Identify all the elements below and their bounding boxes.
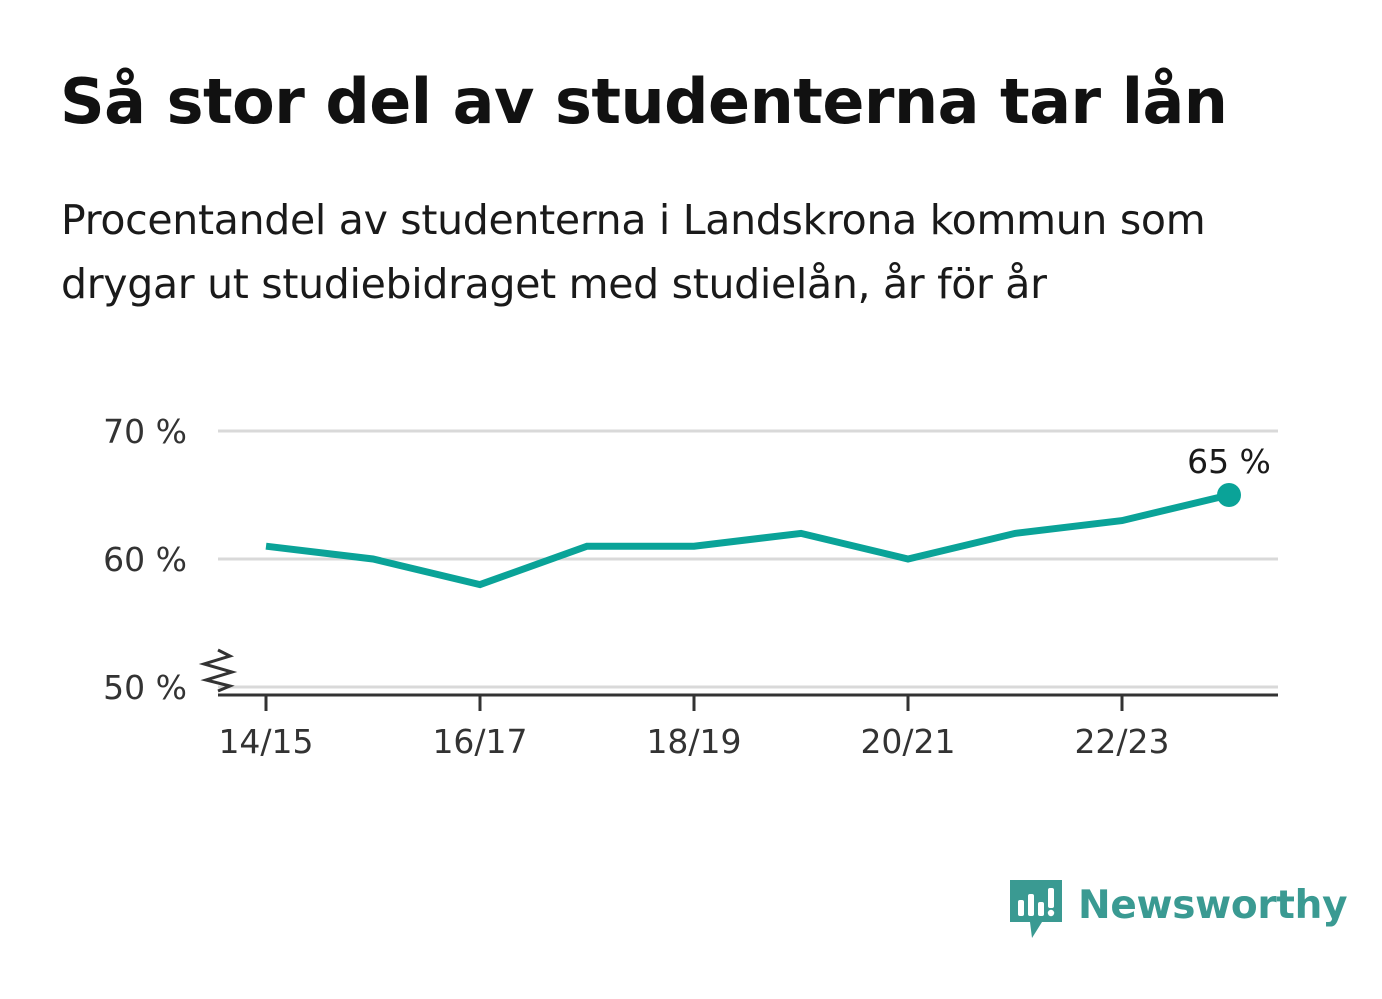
axis-break-icon [198, 648, 238, 693]
gridlines [218, 429, 1278, 689]
x-tick-label: 22/23 [1074, 722, 1169, 761]
y-tick-label: 60 % [103, 540, 187, 579]
x-tick-label: 14/15 [218, 722, 313, 761]
highlight-point [1217, 483, 1241, 507]
x-tick-label: 20/21 [860, 722, 955, 761]
newsworthy-logo: Newsworthy [1010, 878, 1348, 942]
axes [198, 648, 1278, 711]
y-tick-label: 70 % [103, 412, 187, 451]
data-label: 65 % [1187, 442, 1271, 481]
series-line [265, 491, 1230, 589]
chart-title: Så stor del av studenterna tar lån [60, 65, 1228, 138]
chart-subtitle: Procentandel av studenterna i Landskrona… [61, 196, 1206, 308]
x-tick-label: 18/19 [646, 722, 741, 761]
newsworthy-logo-text: Newsworthy [1078, 882, 1348, 928]
labels: 50 % 60 % 70 % 14/15 16/17 18/19 20/21 22/23 65 … [103, 412, 1271, 761]
series [265, 483, 1241, 589]
x-tick-label: 16/17 [432, 722, 527, 761]
y-tick-label: 50 % [103, 668, 187, 707]
newsworthy-logo-icon [1010, 880, 1062, 938]
